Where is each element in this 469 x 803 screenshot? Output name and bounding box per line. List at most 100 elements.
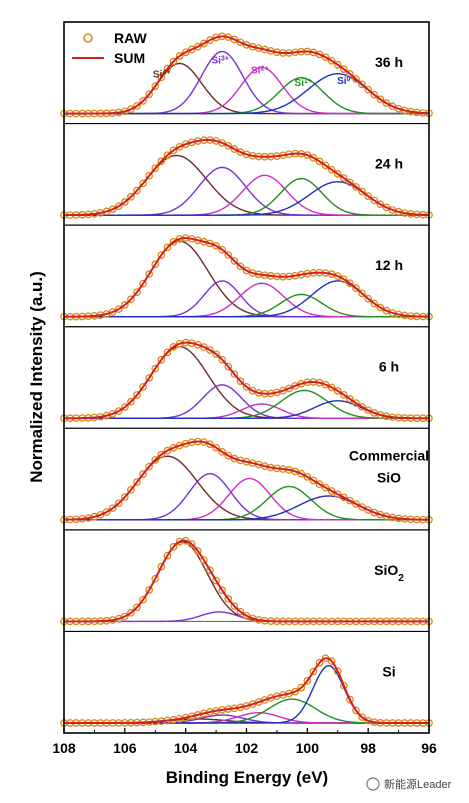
raw-point <box>151 260 160 269</box>
raw-point <box>175 142 184 151</box>
raw-point <box>200 39 208 48</box>
raw-point <box>346 695 354 704</box>
raw-point <box>145 171 154 180</box>
raw-point <box>151 456 160 464</box>
raw-point <box>133 391 141 399</box>
raw-point <box>309 153 318 162</box>
raw-point <box>200 343 208 351</box>
raw-point <box>376 303 385 312</box>
raw-point <box>200 556 208 564</box>
legend-raw-marker <box>83 33 93 43</box>
panel-label: Si <box>382 663 395 679</box>
component-annotation: Si3+ <box>211 55 228 67</box>
raw-point <box>346 496 354 505</box>
raw-point <box>230 256 239 265</box>
raw-point <box>224 141 233 150</box>
raw-point <box>333 490 342 499</box>
raw-point <box>321 483 330 492</box>
raw-point <box>114 202 123 210</box>
raw-point <box>309 667 318 676</box>
raw-point <box>309 476 318 485</box>
panel-label: SiO2 <box>374 562 404 584</box>
raw-point <box>333 60 342 69</box>
panel-label: 36 h <box>375 54 403 70</box>
raw-point <box>206 566 214 575</box>
raw-point <box>358 503 366 511</box>
raw-point <box>133 288 141 296</box>
raw-point <box>151 164 160 173</box>
raw-point <box>102 508 111 516</box>
raw-point <box>315 480 324 488</box>
raw-point <box>352 399 360 407</box>
plot-frame <box>63 21 430 734</box>
raw-point <box>327 657 336 666</box>
raw-point <box>352 183 360 191</box>
raw-point <box>358 289 366 298</box>
x-tick-label: 108 <box>52 740 76 756</box>
raw-point <box>108 409 117 418</box>
raw-point <box>163 151 172 160</box>
sum-curve <box>64 657 429 724</box>
raw-point <box>212 443 220 452</box>
raw-point <box>120 198 129 206</box>
raw-point <box>364 406 373 415</box>
raw-point <box>96 510 105 519</box>
raw-point <box>169 57 178 66</box>
panel: Si <box>60 654 433 727</box>
raw-point <box>193 547 202 555</box>
raw-point <box>364 85 373 94</box>
raw-point <box>358 80 366 89</box>
raw-point <box>339 493 348 502</box>
raw-point <box>157 355 166 364</box>
raw-point <box>346 70 354 78</box>
legend-raw-label: RAW <box>114 30 147 46</box>
raw-point <box>315 157 324 166</box>
raw-point <box>127 486 135 494</box>
panel-label: 6 h <box>379 359 399 375</box>
raw-point <box>339 275 348 284</box>
raw-point <box>139 97 147 105</box>
raw-point <box>376 200 385 209</box>
raw-point <box>133 102 141 110</box>
raw-point <box>120 301 129 309</box>
raw-point <box>242 611 251 620</box>
component-annotation: Si4+ <box>153 69 170 81</box>
raw-point <box>333 170 342 178</box>
raw-point <box>370 299 379 308</box>
raw-point <box>218 586 227 595</box>
raw-point <box>108 504 117 513</box>
raw-point <box>133 603 141 612</box>
raw-point <box>114 407 123 415</box>
raw-point <box>163 446 172 455</box>
raw-point <box>127 192 135 201</box>
raw-point <box>327 487 336 495</box>
panel-label: 24 h <box>375 156 403 172</box>
legend: RAW SUM <box>72 30 147 66</box>
component-annotations: Si4+ Si3+ Si2+ Si1+ Si0 <box>153 55 351 89</box>
raw-point <box>127 105 135 114</box>
panel: 36 h <box>60 32 433 118</box>
raw-point <box>236 607 245 616</box>
raw-point <box>206 36 214 45</box>
raw-point <box>157 157 166 166</box>
raw-point <box>206 440 214 449</box>
raw-point <box>370 196 379 205</box>
raw-point <box>352 706 360 715</box>
raw-point <box>139 470 147 478</box>
panel: 6 h <box>60 338 433 423</box>
raw-point <box>364 192 373 200</box>
raw-point <box>108 205 117 214</box>
sum-curve <box>63 139 430 217</box>
raw-point <box>242 382 251 391</box>
component-annotation: Si2+ <box>251 65 268 77</box>
raw-point <box>224 451 233 460</box>
panel: 24 h <box>60 136 433 219</box>
raw-point <box>145 374 154 382</box>
raw-point <box>376 95 385 104</box>
raw-point <box>151 364 160 373</box>
raw-point <box>339 390 348 399</box>
raw-point <box>352 75 360 83</box>
panels-layer: 36 h 24 h 12 h 6 h Commercial SiO SiO2 Si <box>60 32 433 727</box>
x-tick-label: 98 <box>360 740 376 756</box>
raw-point <box>120 612 129 621</box>
